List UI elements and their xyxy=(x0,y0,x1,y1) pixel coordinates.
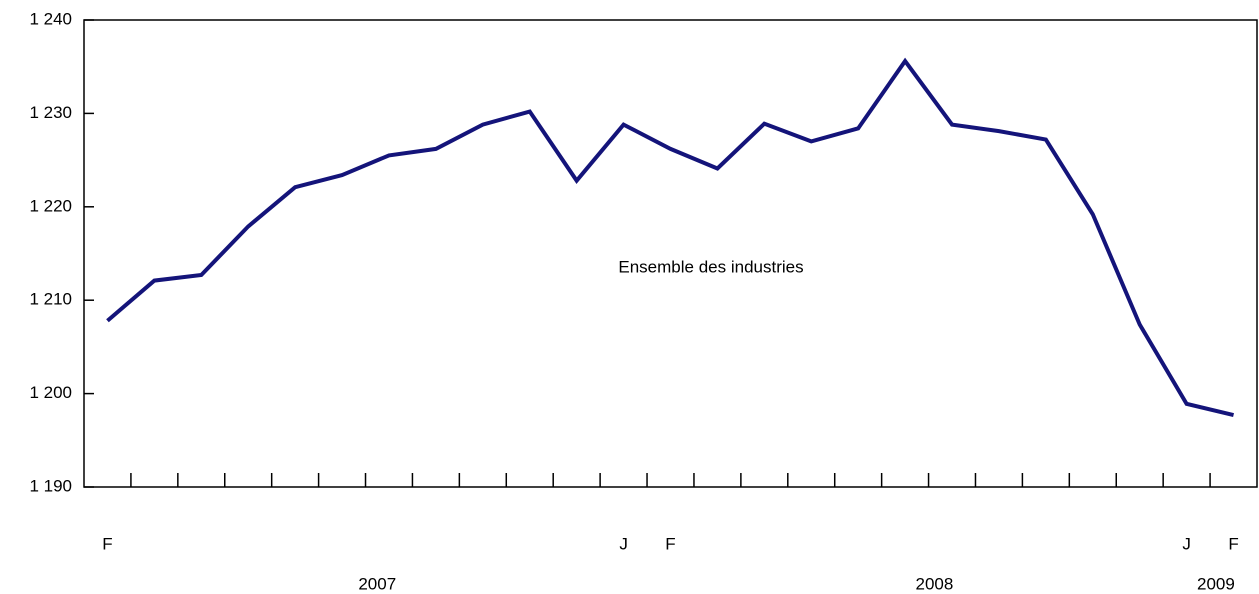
y-tick-label: 1 240 xyxy=(29,9,72,28)
year-label: 2009 xyxy=(1197,574,1235,593)
plot-frame xyxy=(83,19,1258,488)
line xyxy=(106,57,1235,418)
y-tick-label: 1 210 xyxy=(29,290,72,309)
y-tick-label: 1 230 xyxy=(29,103,72,122)
year-label: 2008 xyxy=(916,574,954,593)
y-tick-label: 1 220 xyxy=(29,196,72,215)
x-tick-label: F xyxy=(102,534,112,553)
x-tick-label: J xyxy=(619,534,628,553)
x-tick-label: J xyxy=(1182,534,1191,553)
x-tick-label: F xyxy=(1228,534,1238,553)
annotation: Ensemble des industries xyxy=(618,257,803,276)
x-tick-label: F xyxy=(665,534,675,553)
y-tick-label: 1 200 xyxy=(29,383,72,402)
year-label: 2007 xyxy=(358,574,396,593)
y-tick-label: 1 190 xyxy=(29,476,72,495)
